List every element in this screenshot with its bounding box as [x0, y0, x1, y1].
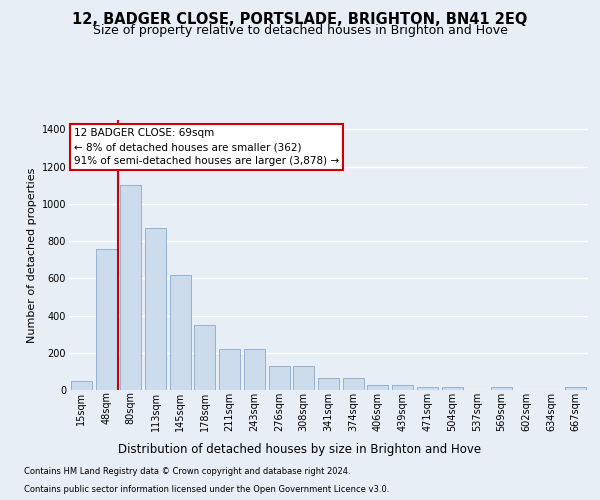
- Bar: [145, 228, 166, 390]
- Bar: [194, 325, 215, 390]
- Bar: [318, 378, 339, 390]
- Text: Distribution of detached houses by size in Brighton and Hove: Distribution of detached houses by size …: [118, 442, 482, 456]
- Text: Contains HM Land Registry data © Crown copyright and database right 2024.: Contains HM Land Registry data © Crown c…: [24, 467, 350, 476]
- Bar: [244, 349, 265, 390]
- Bar: [120, 185, 141, 390]
- Text: Size of property relative to detached houses in Brighton and Hove: Size of property relative to detached ho…: [92, 24, 508, 37]
- Bar: [442, 386, 463, 390]
- Bar: [491, 387, 512, 390]
- Bar: [367, 385, 388, 390]
- Bar: [170, 274, 191, 390]
- Bar: [565, 386, 586, 390]
- Text: 12, BADGER CLOSE, PORTSLADE, BRIGHTON, BN41 2EQ: 12, BADGER CLOSE, PORTSLADE, BRIGHTON, B…: [73, 12, 527, 28]
- Bar: [219, 349, 240, 390]
- Bar: [95, 250, 116, 390]
- Text: 12 BADGER CLOSE: 69sqm
← 8% of detached houses are smaller (362)
91% of semi-det: 12 BADGER CLOSE: 69sqm ← 8% of detached …: [74, 128, 340, 166]
- Bar: [71, 380, 92, 390]
- Bar: [343, 378, 364, 390]
- Bar: [293, 366, 314, 390]
- Bar: [269, 366, 290, 390]
- Bar: [392, 385, 413, 390]
- Text: Contains public sector information licensed under the Open Government Licence v3: Contains public sector information licen…: [24, 485, 389, 494]
- Y-axis label: Number of detached properties: Number of detached properties: [28, 168, 37, 342]
- Bar: [417, 386, 438, 390]
